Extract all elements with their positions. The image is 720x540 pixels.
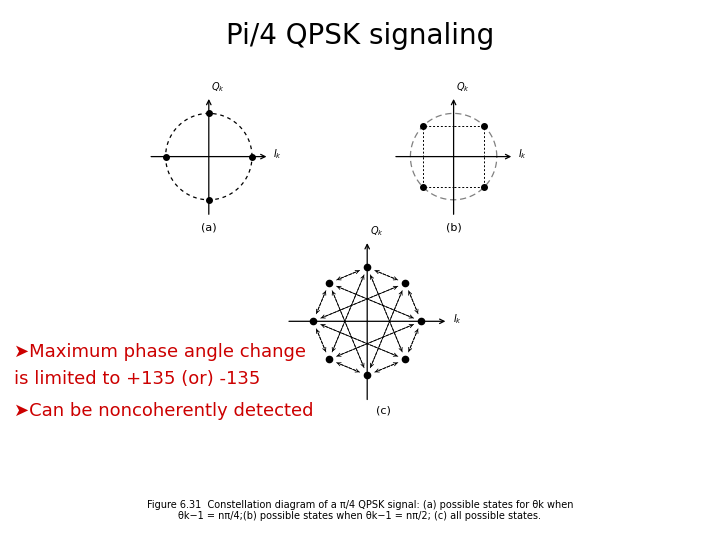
Text: $Q_k$: $Q_k$ (212, 80, 225, 94)
Text: $I_k$: $I_k$ (273, 147, 282, 161)
Text: (b): (b) (446, 223, 462, 233)
Text: $Q_k$: $Q_k$ (370, 224, 384, 238)
Text: is limited to +135 (or) -135: is limited to +135 (or) -135 (14, 370, 261, 388)
Text: $I_k$: $I_k$ (518, 147, 526, 161)
Text: ➤Maximum phase angle change: ➤Maximum phase angle change (14, 343, 307, 361)
Text: ➤Can be noncoherently detected: ➤Can be noncoherently detected (14, 402, 314, 420)
Text: $Q_k$: $Q_k$ (456, 80, 470, 94)
Text: Pi/4 QPSK signaling: Pi/4 QPSK signaling (226, 22, 494, 50)
Text: Figure 6.31  Constellation diagram of a π/4 QPSK signal: (a) possible states for: Figure 6.31 Constellation diagram of a π… (147, 500, 573, 521)
Text: $I_k$: $I_k$ (452, 312, 462, 326)
Text: (a): (a) (201, 223, 217, 233)
Text: (c): (c) (376, 406, 391, 415)
